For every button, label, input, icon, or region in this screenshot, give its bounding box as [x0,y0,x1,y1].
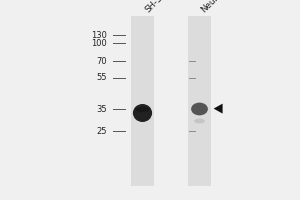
Ellipse shape [194,119,205,123]
Ellipse shape [191,103,208,115]
Text: 70: 70 [96,56,106,66]
Ellipse shape [133,104,152,122]
Polygon shape [214,104,223,114]
Text: 100: 100 [91,38,106,47]
Text: 35: 35 [96,105,106,114]
Text: 130: 130 [91,30,106,40]
Text: 55: 55 [96,73,106,82]
Text: 25: 25 [96,127,106,136]
Ellipse shape [135,107,150,112]
Text: SH-SY5Y: SH-SY5Y [144,0,176,14]
Bar [188,16,211,186]
Text: Neuro-2a: Neuro-2a [199,0,234,14]
Bar [131,16,154,186]
